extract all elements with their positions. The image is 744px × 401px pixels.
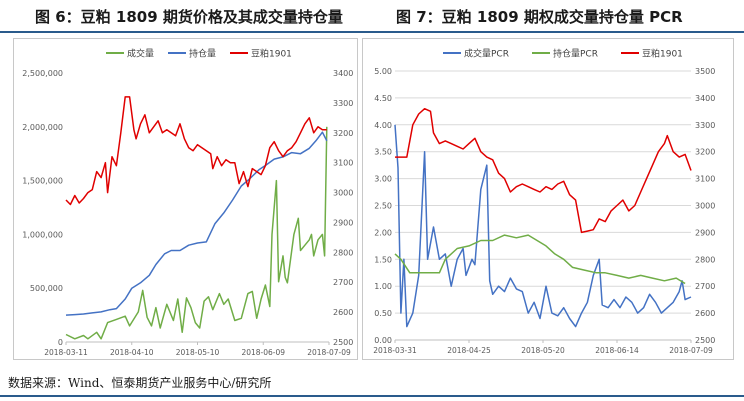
legend-label: 成交量 bbox=[127, 48, 154, 60]
y-left-tick-label: 3.00 bbox=[374, 175, 392, 184]
series-line-2 bbox=[65, 131, 328, 316]
y-right-tick-label: 3300 bbox=[695, 121, 715, 130]
series-line-1 bbox=[394, 124, 692, 328]
y-right-tick-label: 3300 bbox=[333, 99, 353, 108]
series-line-2 bbox=[394, 234, 686, 285]
x-tick-label: 2018-04-25 bbox=[447, 346, 491, 355]
series-line-3 bbox=[65, 96, 327, 206]
y-right-tick-label: 2700 bbox=[333, 278, 353, 287]
x-tick-label: 2018-05-10 bbox=[176, 348, 220, 357]
y-right-tick-label: 3200 bbox=[333, 129, 353, 138]
x-tick-label: 2018-06-14 bbox=[595, 346, 639, 355]
y-left-tick-label: 1,500,000 bbox=[22, 177, 63, 186]
y-left-tick-label: 2,500,000 bbox=[22, 69, 63, 78]
y-left-tick-label: 1,000,000 bbox=[22, 230, 63, 239]
x-tick-label: 2018-07-09 bbox=[307, 348, 351, 357]
title-rule bbox=[0, 31, 744, 33]
x-tick-label: 2018-03-11 bbox=[44, 348, 88, 357]
y-right-tick-label: 2500 bbox=[695, 336, 715, 345]
futures-volume-oi-chart: 0 500,000 1,000,000 1,500,000 2,000,000 2,500… bbox=[13, 38, 358, 360]
y-right-tick-label: 2600 bbox=[695, 309, 715, 318]
x-tick-label: 2018-06-09 bbox=[241, 348, 285, 357]
y-right-tick-label: 3100 bbox=[333, 159, 353, 168]
y-right-tick-label: 2800 bbox=[695, 255, 715, 264]
y-left-tick-label: 2.00 bbox=[374, 228, 392, 237]
y-left-tick-label: 1.50 bbox=[374, 255, 392, 264]
y-left-tick-label: 0 bbox=[58, 338, 63, 347]
chart1-svg: 0 500,000 1,000,000 1,500,000 2,000,000 2,500… bbox=[22, 48, 353, 358]
y-left-tick-label: 0.50 bbox=[374, 309, 392, 318]
legend-label: 持仓量PCR bbox=[553, 48, 598, 60]
x-tick-label: 2018-03-31 bbox=[373, 346, 417, 355]
y-right-tick-label: 2700 bbox=[695, 282, 715, 291]
y-right-tick-label: 3000 bbox=[695, 202, 715, 211]
x-tick-label: 2018-04-10 bbox=[110, 348, 154, 357]
legend-label: 豆粕1901 bbox=[251, 48, 292, 60]
y-left-tick-label: 0.00 bbox=[374, 336, 392, 345]
y-left-tick-label: 5.00 bbox=[374, 67, 392, 76]
footer-rule bbox=[0, 395, 744, 397]
y-right-tick-label: 2900 bbox=[695, 228, 715, 237]
y-left-tick-label: 500,000 bbox=[30, 284, 63, 293]
options-pcr-chart: 0.00 0.50 1.00 1.50 2.00 2.50 3.00 3.50 4.00 4.50… bbox=[362, 38, 734, 360]
y-left-tick-label: 2.50 bbox=[374, 202, 392, 211]
y-right-tick-label: 3200 bbox=[695, 148, 715, 157]
y-left-tick-label: 4.50 bbox=[374, 94, 392, 103]
y-right-tick-label: 3100 bbox=[695, 175, 715, 184]
x-tick-label: 2018-07-09 bbox=[669, 346, 713, 355]
y-right-tick-label: 2800 bbox=[333, 248, 353, 257]
y-left-tick-label: 4.00 bbox=[374, 121, 392, 130]
y-right-tick-label: 3000 bbox=[333, 189, 353, 198]
y-right-tick-label: 2900 bbox=[333, 218, 353, 227]
series-line-3 bbox=[395, 107, 692, 234]
y-left-tick-label: 1.00 bbox=[374, 282, 392, 291]
chart2-svg: 0.00 0.50 1.00 1.50 2.00 2.50 3.00 3.50 4.00 4.50… bbox=[373, 48, 715, 356]
legend-label: 豆粕1901 bbox=[642, 48, 683, 60]
chart1-title: 图 6：豆粕 1809 期货价格及其成交量持仓量 bbox=[35, 8, 343, 26]
y-right-tick-label: 3500 bbox=[695, 67, 715, 76]
legend-label: 成交量PCR bbox=[464, 48, 509, 60]
chart2-title: 图 7：豆粕 1809 期权成交量持仓量 PCR bbox=[396, 8, 683, 26]
x-tick-label: 2018-05-20 bbox=[521, 346, 565, 355]
y-left-tick-label: 2,000,000 bbox=[22, 123, 63, 132]
y-left-tick-label: 3.50 bbox=[374, 148, 392, 157]
y-right-tick-label: 2600 bbox=[333, 308, 353, 317]
legend-label: 持仓量 bbox=[189, 48, 216, 60]
y-right-tick-label: 2500 bbox=[333, 338, 353, 347]
series-line-1 bbox=[65, 126, 328, 340]
y-right-tick-label: 3400 bbox=[695, 94, 715, 103]
y-right-tick-label: 3400 bbox=[333, 69, 353, 78]
data-source-note: 数据来源：Wind、恒泰期货产业服务中心/研究所 bbox=[8, 376, 272, 390]
